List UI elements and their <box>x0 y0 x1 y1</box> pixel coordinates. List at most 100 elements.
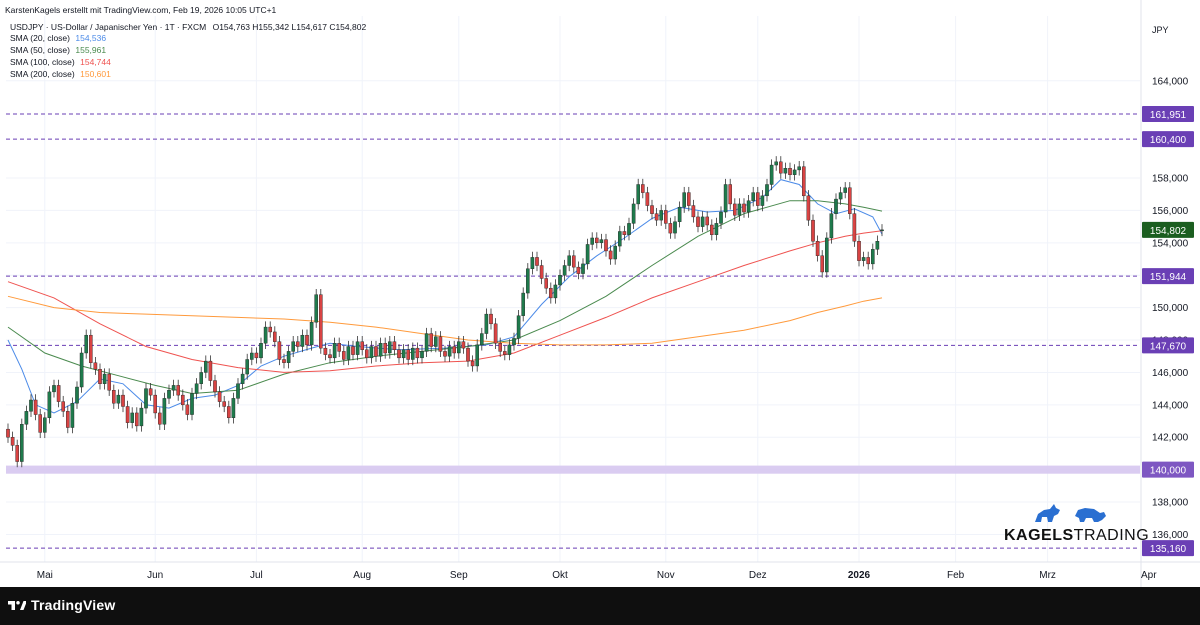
level-badge-bg <box>1142 540 1194 557</box>
y-tick-label: 156,000 <box>1152 206 1189 217</box>
candle-body <box>15 445 20 462</box>
candle-body <box>880 229 884 232</box>
candle <box>806 190 811 226</box>
candle-body <box>687 192 691 206</box>
candle-body <box>461 341 466 349</box>
candle-body <box>613 245 617 260</box>
candle-body <box>222 401 227 407</box>
candle-body <box>654 213 659 221</box>
candle-body <box>213 380 217 393</box>
candle <box>834 193 838 220</box>
candle <box>319 289 323 354</box>
candle-body <box>599 239 604 244</box>
candle-body <box>627 223 631 235</box>
candle <box>645 186 650 212</box>
candle <box>61 395 65 417</box>
candle <box>687 186 691 212</box>
candle <box>157 407 162 430</box>
candle <box>654 207 659 226</box>
indicator-sma50[interactable]: SMA (50, close) 155,961 <box>10 45 106 55</box>
candle <box>710 219 714 241</box>
candle <box>604 233 608 257</box>
candle <box>668 217 673 239</box>
candle-body <box>180 394 185 406</box>
candle-body <box>737 203 742 216</box>
tradingview-logo[interactable]: TradingView <box>8 597 115 613</box>
candle <box>521 287 525 322</box>
candle <box>673 216 677 239</box>
candle-body <box>530 257 535 269</box>
candle <box>98 363 102 390</box>
candle-body <box>843 187 847 193</box>
chart-area[interactable]: JPY 136,000 138,000 140,000 142,000 144,000 14… <box>0 0 1200 587</box>
candle <box>636 178 640 210</box>
candle <box>245 353 250 380</box>
candle <box>802 161 806 202</box>
candle-body <box>526 268 530 294</box>
candle <box>838 186 843 205</box>
candle <box>539 259 544 285</box>
level-badge: 160,400 <box>1150 135 1187 146</box>
candle <box>480 327 484 351</box>
candle <box>585 238 590 270</box>
candle <box>190 387 194 421</box>
candle-body <box>415 347 420 359</box>
candle-body <box>70 403 75 428</box>
candle-body <box>10 437 15 446</box>
candle <box>595 232 599 249</box>
candle <box>843 182 847 199</box>
candle-body <box>102 373 107 384</box>
indicator-sma200[interactable]: SMA (200, close) 150,601 <box>10 69 111 79</box>
y-tick-label: 142,000 <box>1152 433 1189 444</box>
indicator-sma20[interactable]: SMA (20, close) 154,536 <box>10 33 106 43</box>
candle <box>618 225 622 252</box>
candle-body <box>719 211 723 224</box>
candle <box>641 178 645 199</box>
candle <box>756 186 760 212</box>
y-tick-label: 144,000 <box>1152 400 1189 411</box>
candle-body <box>226 406 231 419</box>
candle-body <box>296 341 300 347</box>
price-chart[interactable]: JPY 136,000 138,000 140,000 142,000 144,000 14… <box>0 0 1200 587</box>
candle-body <box>383 343 388 354</box>
candle <box>277 335 282 366</box>
candle-body <box>857 241 861 261</box>
candle <box>875 235 880 255</box>
candle-body <box>714 223 719 235</box>
candle <box>438 331 443 358</box>
candle-body <box>61 401 65 412</box>
candle <box>203 355 208 379</box>
candle-body <box>806 195 811 221</box>
indicator-sma100[interactable]: SMA (100, close) 154,744 <box>10 57 111 67</box>
candle-body <box>162 398 167 425</box>
candle-body <box>834 198 838 214</box>
candle <box>33 394 38 421</box>
x-tick-label: Mai <box>37 570 53 581</box>
candle-body <box>815 241 820 256</box>
candle <box>52 379 56 398</box>
sma-line <box>7 179 883 414</box>
candle-body <box>742 203 746 213</box>
candle-body <box>79 352 84 388</box>
candle <box>825 232 829 278</box>
candle <box>383 337 388 359</box>
candle <box>470 355 475 372</box>
candle <box>447 340 452 362</box>
candle-body <box>549 287 553 299</box>
candle <box>779 156 783 179</box>
candle-body <box>498 343 503 352</box>
candle <box>328 348 332 364</box>
candle-body <box>134 412 139 427</box>
candle <box>88 329 93 369</box>
candle <box>581 258 585 280</box>
x-tick-label: Jun <box>147 570 163 581</box>
candle-body <box>38 414 42 433</box>
candle-body <box>457 341 461 354</box>
candle <box>314 289 319 328</box>
candle <box>797 161 801 176</box>
tradingview-wordmark: TradingView <box>31 597 116 613</box>
candle-body <box>268 326 273 333</box>
candle <box>208 355 213 387</box>
candle <box>820 250 824 278</box>
candle <box>475 339 480 372</box>
